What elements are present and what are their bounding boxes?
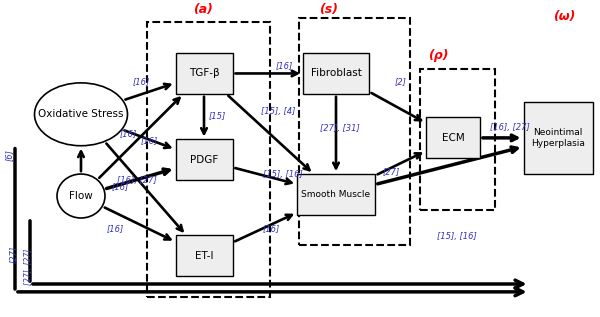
Text: [2]: [2] bbox=[395, 77, 407, 86]
Text: [15]: [15] bbox=[209, 111, 226, 120]
Text: [27], [31]: [27], [31] bbox=[320, 124, 359, 133]
Text: [16]: [16] bbox=[140, 137, 157, 146]
FancyBboxPatch shape bbox=[176, 53, 233, 94]
Text: (a): (a) bbox=[193, 3, 213, 16]
Text: TGF-β: TGF-β bbox=[188, 68, 220, 78]
Text: [15], [4]: [15], [4] bbox=[260, 107, 295, 116]
Text: [27], [27]: [27], [27] bbox=[24, 249, 34, 285]
Text: [6]: [6] bbox=[5, 149, 14, 161]
Text: [16]: [16] bbox=[263, 224, 280, 233]
Text: [16], [27]: [16], [27] bbox=[117, 176, 157, 185]
Text: [15], [16]: [15], [16] bbox=[263, 170, 303, 179]
Text: Fibroblast: Fibroblast bbox=[311, 68, 361, 78]
Text: [27]: [27] bbox=[8, 246, 18, 263]
Text: [16]: [16] bbox=[107, 224, 124, 234]
Ellipse shape bbox=[35, 83, 128, 146]
Text: ET-I: ET-I bbox=[195, 251, 213, 261]
Text: Neointimal
Hyperplasia: Neointimal Hyperplasia bbox=[531, 128, 585, 148]
Ellipse shape bbox=[57, 174, 105, 218]
Text: ECM: ECM bbox=[442, 133, 464, 143]
Text: Smooth Muscle: Smooth Muscle bbox=[301, 190, 371, 199]
Text: [16]: [16] bbox=[112, 182, 128, 191]
Text: (ω): (ω) bbox=[553, 10, 575, 23]
Text: [16], [27]: [16], [27] bbox=[490, 123, 530, 132]
FancyBboxPatch shape bbox=[176, 235, 233, 276]
Text: (ρ): (ρ) bbox=[428, 49, 448, 62]
Text: [16]: [16] bbox=[276, 61, 293, 70]
Text: (s): (s) bbox=[319, 3, 338, 16]
FancyBboxPatch shape bbox=[523, 102, 593, 174]
FancyBboxPatch shape bbox=[303, 53, 369, 94]
Text: Flow: Flow bbox=[69, 191, 93, 201]
FancyBboxPatch shape bbox=[297, 174, 375, 215]
Text: [16]: [16] bbox=[133, 77, 150, 87]
Text: PDGF: PDGF bbox=[190, 155, 218, 165]
Text: [16]: [16] bbox=[120, 129, 137, 138]
Text: Oxidative Stress: Oxidative Stress bbox=[38, 109, 124, 119]
FancyBboxPatch shape bbox=[176, 139, 233, 180]
FancyBboxPatch shape bbox=[426, 118, 480, 158]
Text: [27]: [27] bbox=[383, 167, 400, 176]
Text: [15], [16]: [15], [16] bbox=[437, 232, 477, 241]
